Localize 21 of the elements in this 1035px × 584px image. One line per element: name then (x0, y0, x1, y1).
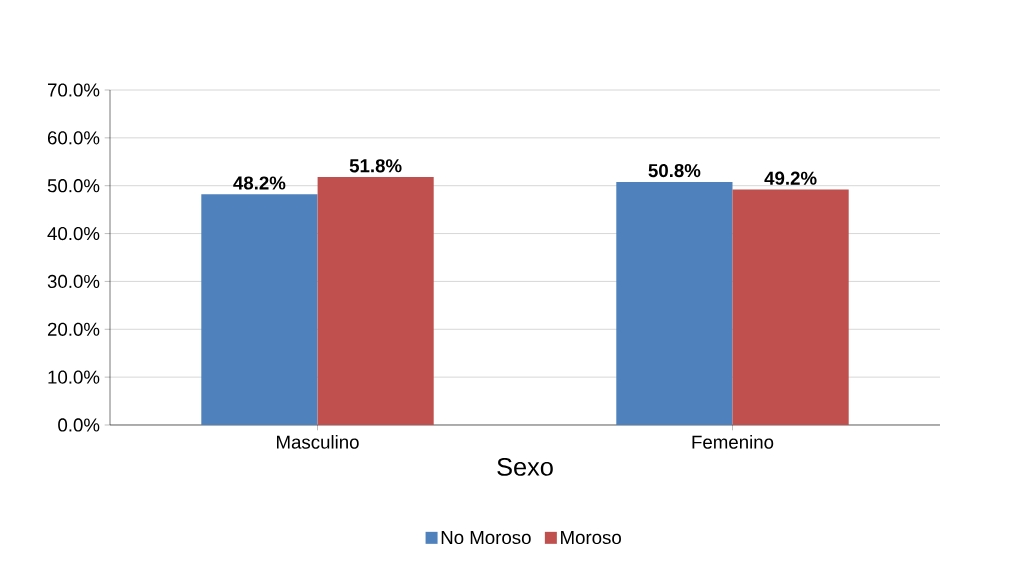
y-tick-label: 10.0% (48, 370, 100, 384)
legend-label: No Moroso (441, 531, 531, 545)
y-tick-label: 60.0% (47, 131, 100, 145)
legend-label: Moroso (561, 531, 621, 545)
data-label: 49.2% (764, 171, 817, 185)
y-tick-label: 20.0% (47, 322, 100, 336)
data-label: 51.8% (349, 159, 402, 173)
data-label: 50.8% (648, 163, 701, 178)
y-tick-label: 70.0% (48, 83, 100, 97)
bar (616, 181, 733, 425)
bar (317, 177, 434, 425)
bar (201, 194, 318, 425)
x-axis-title: Sexo (497, 457, 553, 476)
x-tick-label: Femenino (692, 435, 774, 449)
y-tick-label: 0.0% (58, 418, 100, 432)
y-tick-label: 50.0% (47, 179, 100, 193)
bar (732, 189, 849, 425)
x-tick-label: Masculino (277, 435, 359, 449)
data-label: 48.2% (233, 176, 286, 190)
y-tick-label: 40.0% (47, 226, 100, 241)
y-tick-label: 30.0% (47, 274, 100, 289)
